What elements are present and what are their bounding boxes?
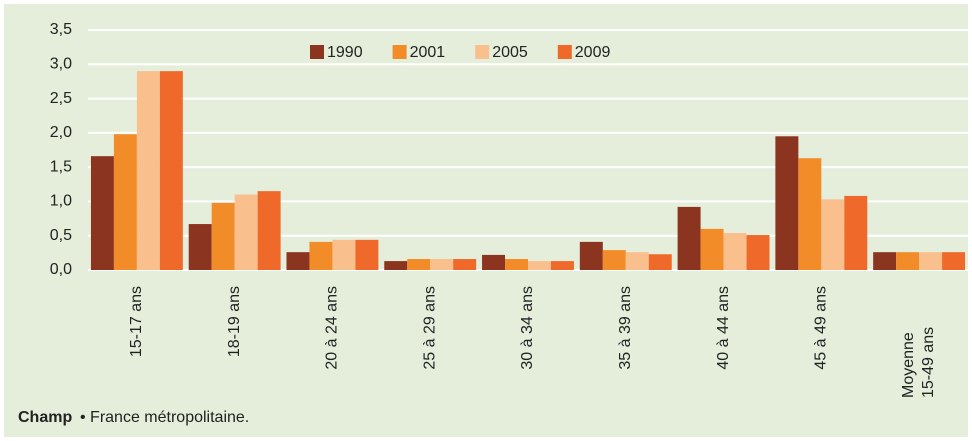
bar (453, 259, 477, 270)
x-tick-label: 20 à 24 ans (324, 286, 341, 370)
x-tick-label: 40 à 44 ans (715, 286, 732, 370)
bar (821, 199, 845, 270)
bar (286, 252, 310, 270)
bar (257, 191, 281, 270)
bar (648, 254, 672, 270)
legend-label: 2005 (492, 44, 528, 61)
legend-label: 2001 (410, 44, 446, 61)
bar (844, 195, 868, 270)
x-tick-label: 30 à 34 ans (519, 286, 536, 370)
x-tick-label: Moyenne 15-49 ans (900, 327, 937, 398)
bar (234, 194, 258, 270)
bar (625, 252, 649, 270)
bar (919, 252, 943, 270)
bar (113, 134, 137, 270)
bar (430, 259, 454, 270)
bar (798, 158, 822, 270)
bar (602, 250, 626, 270)
bar (309, 241, 333, 270)
bar (90, 156, 114, 270)
bar (332, 239, 356, 270)
y-tick-label: 2,0 (50, 124, 72, 141)
y-tick-label: 2,5 (50, 90, 72, 107)
bar (746, 235, 770, 270)
y-tick-label: 0,0 (50, 261, 72, 278)
y-tick-label: 1,5 (50, 158, 72, 175)
bar (775, 136, 799, 270)
footer-text: • France métropolitaine. (80, 409, 249, 426)
x-tick-label: 35 à 39 ans (617, 286, 634, 370)
bar (188, 224, 212, 270)
bar (211, 202, 235, 270)
y-tick-label: 0,5 (50, 227, 72, 244)
x-tick-label: 25 à 29 ans (421, 286, 438, 370)
x-tick-label: 45 à 49 ans (813, 286, 830, 370)
bar (700, 228, 724, 270)
bar (407, 259, 431, 270)
bar (136, 71, 160, 271)
legend-label: 2009 (575, 44, 611, 61)
footer-label: Champ (18, 409, 72, 426)
bar (482, 254, 506, 270)
y-tick-label: 3,5 (50, 21, 72, 38)
legend-swatch (310, 45, 324, 59)
bar (528, 261, 551, 270)
bar (579, 241, 603, 270)
y-tick-label: 3,0 (50, 56, 72, 73)
legend-swatch (557, 45, 572, 59)
bar (550, 261, 574, 270)
legend-swatch (392, 45, 407, 59)
bar (384, 261, 408, 270)
x-tick-label: 18-19 ans (226, 286, 243, 357)
x-tick-label: 15-17 ans (128, 286, 145, 357)
bar (942, 252, 966, 270)
bar (873, 252, 897, 270)
bar (505, 259, 528, 270)
legend-swatch (475, 45, 490, 59)
bar (677, 206, 701, 270)
bar (896, 252, 920, 270)
bar (159, 71, 183, 271)
y-tick-label: 1,0 (50, 193, 72, 210)
legend-label: 1990 (327, 44, 363, 61)
bar (355, 239, 379, 270)
bar (723, 232, 747, 270)
